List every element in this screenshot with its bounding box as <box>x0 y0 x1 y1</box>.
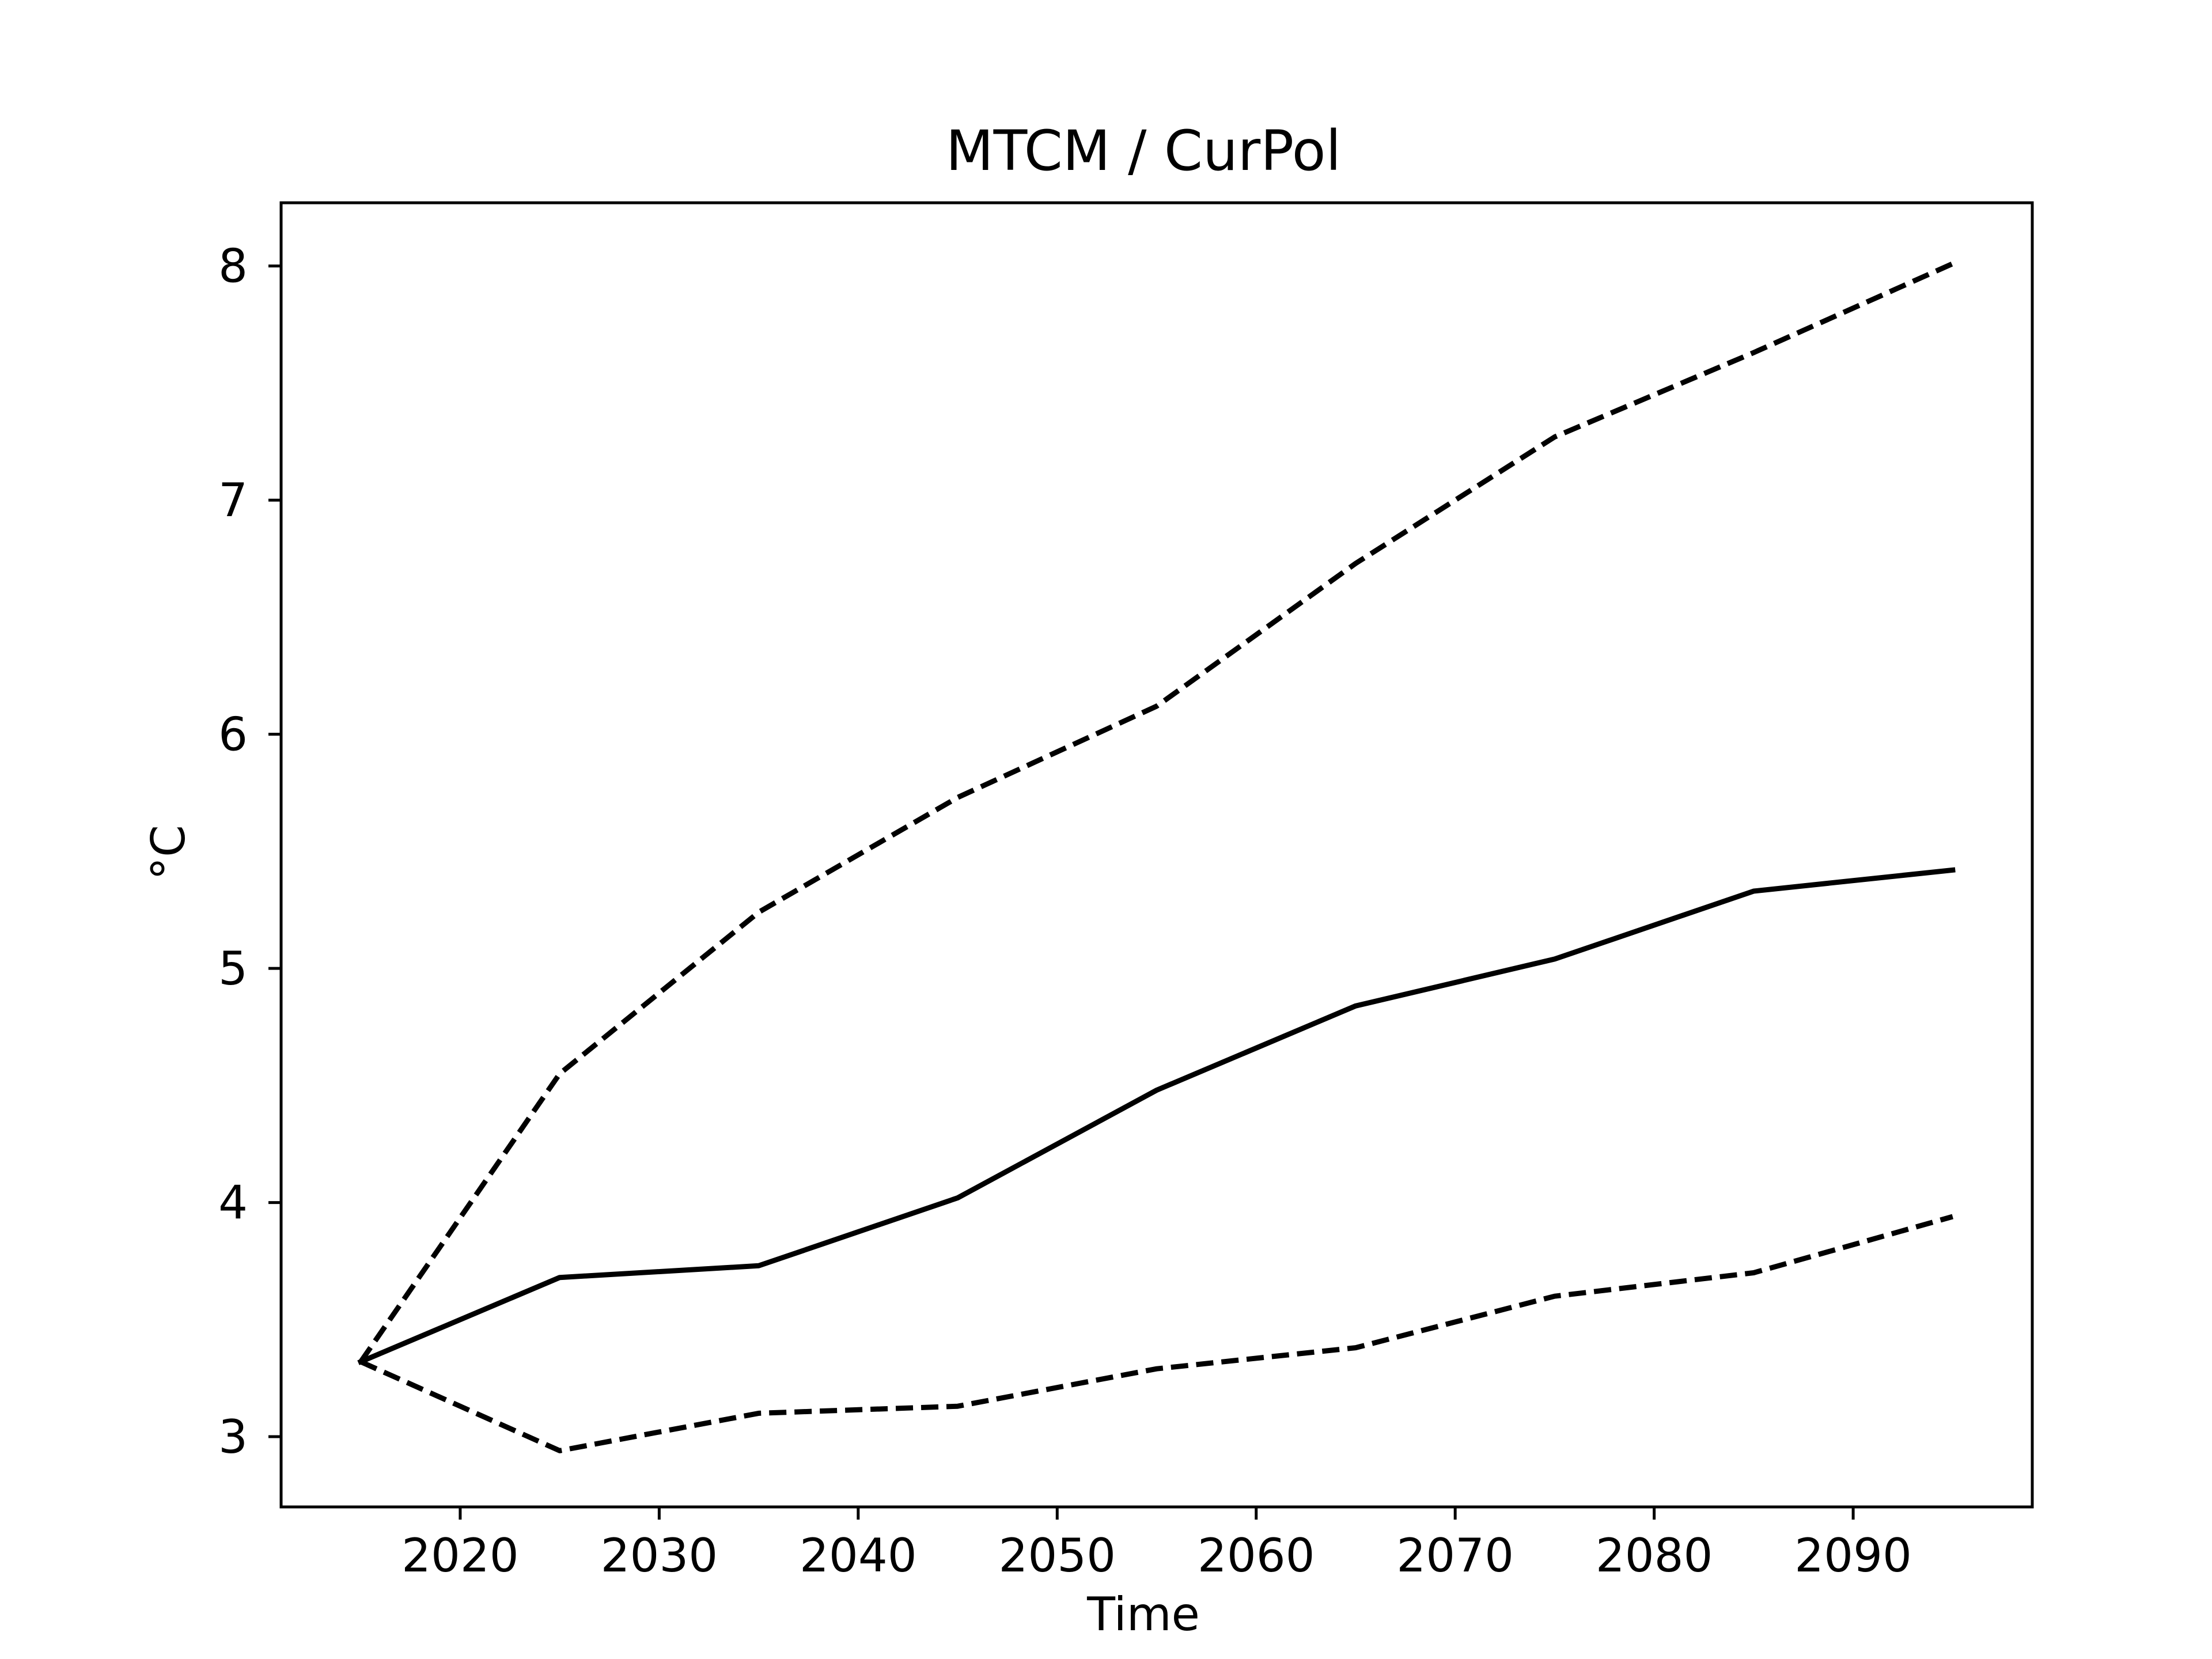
x-tick-label-2020: 2020 <box>402 1529 519 1582</box>
x-tick-label-2040: 2040 <box>800 1529 917 1582</box>
y-axis-title: °C <box>142 825 195 880</box>
x-tick-label-2070: 2070 <box>1396 1529 1514 1582</box>
series-line-2 <box>358 261 1954 1363</box>
series-line-1 <box>357 867 1956 1365</box>
axes-frame <box>279 201 2034 1509</box>
y-tick-label-6: 6 <box>218 708 248 762</box>
series-line-3 <box>359 1214 1954 1453</box>
y-tick-label-3: 3 <box>218 1410 248 1464</box>
y-tick-label-4: 4 <box>218 1176 248 1230</box>
x-tick-label-2030: 2030 <box>601 1529 718 1582</box>
x-tick-label-2080: 2080 <box>1596 1529 1713 1582</box>
x-tick-label-2090: 2090 <box>1794 1529 1912 1582</box>
x-tick-label-2050: 2050 <box>998 1529 1116 1582</box>
plot-area: 2020 2030 2040 2050 2060 2070 2080 2090 3 4 5 6 7 8 <box>218 201 2034 1582</box>
y-tick-label-5: 5 <box>218 942 248 995</box>
y-tick-label-7: 7 <box>218 474 248 527</box>
chart-title: MTCM / CurPol <box>946 119 1341 183</box>
x-axis-title: Time <box>1086 1588 1200 1641</box>
x-tick-label-2060: 2060 <box>1198 1529 1315 1582</box>
y-tick-label-8: 8 <box>218 240 248 293</box>
